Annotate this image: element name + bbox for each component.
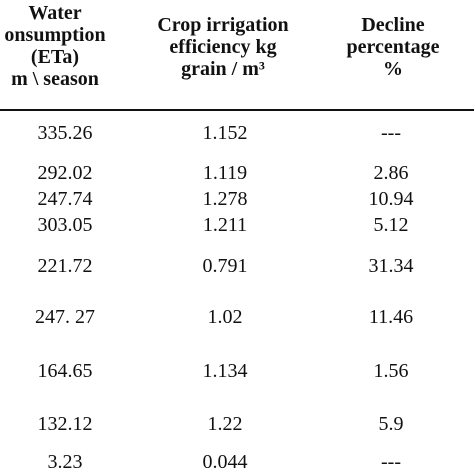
cell-irrigation-efficiency: 0.791 <box>202 255 248 277</box>
header-line: Crop irrigation <box>157 14 289 36</box>
header-line: Water <box>28 2 82 24</box>
cell-water-consumption: 247. 27 <box>35 306 95 328</box>
cell-water-consumption: 3.23 <box>47 451 83 473</box>
header-line: percentage <box>346 36 440 58</box>
cell-water-consumption: 292.02 <box>37 162 93 184</box>
header-line: (ETa) <box>30 46 80 68</box>
header-divider <box>0 109 474 111</box>
cell-decline-percentage: 5.9 <box>378 413 404 435</box>
header-line: % <box>383 58 403 80</box>
header-decline-percentage: Decline percentage % <box>318 14 468 80</box>
cell-decline-percentage: 2.86 <box>373 162 409 184</box>
cell-irrigation-efficiency: 1.134 <box>202 360 248 382</box>
cell-decline-percentage: 5.12 <box>373 214 409 236</box>
cell-water-consumption: 221.72 <box>37 255 93 277</box>
cell-decline-percentage: --- <box>381 451 401 473</box>
cell-decline-percentage: 10.94 <box>368 188 414 210</box>
header-line: onsumption <box>4 24 106 46</box>
cell-irrigation-efficiency: 1.119 <box>202 162 248 184</box>
cell-decline-percentage: --- <box>381 122 401 144</box>
header-line: efficiency kg <box>169 36 277 58</box>
cell-decline-percentage: 1.56 <box>373 360 409 382</box>
cell-irrigation-efficiency: 1.22 <box>207 413 243 435</box>
cell-decline-percentage: 31.34 <box>368 255 414 277</box>
cell-decline-percentage: 11.46 <box>368 306 414 328</box>
cell-water-consumption: 164.65 <box>37 360 93 382</box>
header-water-consumption: Water onsumption (ETa) m \ season <box>0 2 140 90</box>
header-irrigation-efficiency: Crop irrigation efficiency kg grain / m³ <box>143 14 303 80</box>
cell-irrigation-efficiency: 1.02 <box>207 306 243 328</box>
cell-water-consumption: 303.05 <box>37 214 93 236</box>
header-line: Decline <box>361 14 425 36</box>
cell-irrigation-efficiency: 1.278 <box>202 188 248 210</box>
cell-irrigation-efficiency: 1.152 <box>202 122 248 144</box>
cell-water-consumption: 132.12 <box>37 413 93 435</box>
cell-water-consumption: 247.74 <box>37 188 93 210</box>
cell-water-consumption: 335.26 <box>37 122 93 144</box>
cell-irrigation-efficiency: 0.044 <box>202 451 248 473</box>
header-line: m \ season <box>11 68 99 90</box>
cell-irrigation-efficiency: 1.211 <box>202 214 248 236</box>
header-line: grain / m³ <box>181 58 265 80</box>
